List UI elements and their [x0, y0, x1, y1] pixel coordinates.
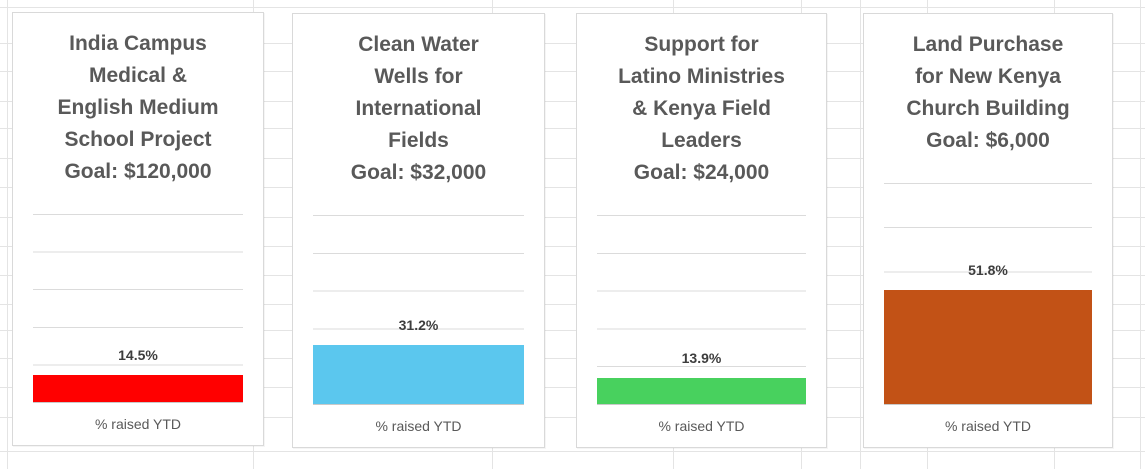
sheet-row-line: [0, 358, 1145, 359]
sheet-row-line: [0, 43, 1145, 44]
category-axis-label: % raised YTD: [94, 416, 182, 432]
chart-panel-india-campus[interactable]: India Campus Medical & English Medium Sc…: [12, 12, 264, 446]
bar-raised-ytd[interactable]: [597, 377, 806, 404]
category-axis-label: % raised YTD: [944, 418, 1032, 434]
sheet-row-line: [0, 275, 1145, 276]
plot-area: 31.2%: [313, 215, 524, 405]
bar-data-label: 14.5%: [118, 346, 158, 363]
sheet-row-line: [0, 330, 1145, 331]
category-axis-label: % raised YTD: [375, 418, 462, 434]
sheet-row-line: [0, 451, 1145, 452]
bar-raised-ytd[interactable]: [884, 289, 1092, 404]
sheet-row-line: [0, 158, 1145, 159]
chart-title: Land Purchase for New Kenya Church Build…: [906, 33, 1070, 152]
chart-title: Clean Water Wells for International Fiel…: [350, 33, 487, 184]
plot-area: 13.9%: [597, 215, 806, 405]
chart-title: Support for Latino Ministries & Kenya Fi…: [618, 33, 785, 184]
sheet-row-line: [0, 304, 1145, 305]
plot-area: 51.8%: [884, 183, 1092, 405]
sheet-column-line: [1140, 0, 1141, 469]
sheet-row-line: [0, 217, 1145, 218]
bar-data-label: 13.9%: [681, 349, 722, 366]
chart-panel-kenya-land-purchase[interactable]: Land Purchase for New Kenya Church Build…: [863, 13, 1113, 448]
sheet-row-line: [0, 7, 1145, 8]
sheet-column-line: [860, 0, 861, 469]
chart-panel-clean-water-wells[interactable]: Clean Water Wells for International Fiel…: [292, 13, 545, 448]
sheet-row-line: [0, 246, 1145, 247]
chart-panel-latino-ministries[interactable]: Support for Latino Ministries & Kenya Fi…: [576, 13, 827, 448]
category-axis-label: % raised YTD: [658, 418, 745, 434]
bar-raised-ytd[interactable]: [313, 345, 524, 404]
plot-area: 14.5%: [33, 214, 243, 403]
bar-raised-ytd[interactable]: [33, 374, 243, 402]
sheet-row-line: [0, 387, 1145, 388]
sheet-row-line: [0, 128, 1145, 129]
sheet-row-line: [0, 101, 1145, 102]
sheet-row-line: [0, 417, 1145, 418]
bar-data-label: 51.8%: [968, 261, 1008, 278]
sheet-row-line: [0, 71, 1145, 72]
sheet-row-line: [0, 187, 1145, 188]
sheet-column-line: [7, 0, 8, 469]
chart-title: India Campus Medical & English Medium Sc…: [57, 32, 219, 183]
bar-data-label: 31.2%: [398, 317, 439, 334]
